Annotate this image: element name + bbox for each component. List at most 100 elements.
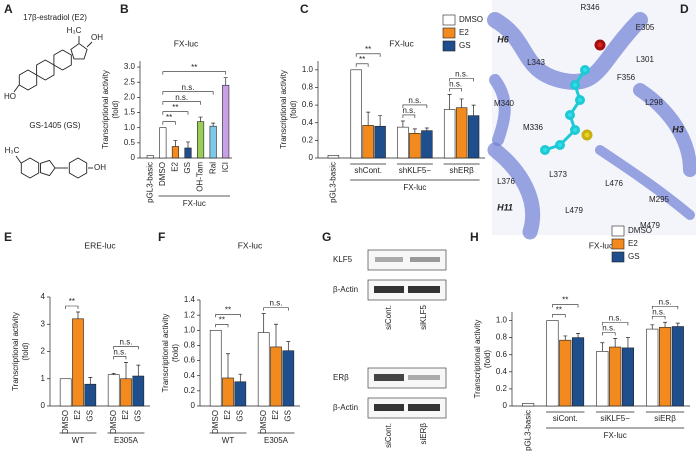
x-tick-label: pGL3-basic bbox=[145, 162, 154, 203]
y-axis-label: (fold) bbox=[289, 100, 298, 119]
error-bar bbox=[136, 364, 141, 377]
significance-label: n.s. bbox=[609, 314, 622, 323]
error-bar bbox=[613, 338, 618, 348]
error-bar bbox=[124, 362, 128, 379]
error-bar bbox=[471, 104, 476, 116]
significance-label: n.s. bbox=[449, 80, 462, 89]
legend-label: E2 bbox=[459, 28, 469, 37]
significance-label: n.s. bbox=[182, 83, 195, 92]
significance-bracket bbox=[449, 78, 474, 82]
significance-label: ** bbox=[359, 55, 365, 64]
error-bar bbox=[563, 335, 568, 341]
band-label: KLF5 bbox=[333, 255, 353, 264]
y-axis-label: (fold) bbox=[111, 100, 120, 119]
molecule-ring bbox=[40, 159, 56, 177]
x-tick-label: Ral bbox=[208, 162, 217, 174]
y-tick-label: 0 bbox=[503, 401, 508, 410]
panel-label: D bbox=[680, 2, 689, 16]
bar bbox=[107, 374, 120, 407]
residue-label: M479 bbox=[640, 221, 661, 230]
bar bbox=[59, 378, 72, 407]
significance-bracket bbox=[602, 332, 616, 336]
x-tick-label: GS bbox=[235, 410, 244, 422]
error-bar bbox=[274, 323, 278, 347]
chart-title: FX-luc bbox=[589, 240, 614, 250]
x-tick-label: E2 bbox=[171, 161, 180, 171]
bar bbox=[522, 403, 535, 407]
y-tick-label: 0.6 bbox=[496, 350, 508, 359]
y-tick-label: 0 bbox=[131, 153, 136, 162]
y-tick-label: 0.8 bbox=[496, 333, 508, 342]
residue-label: F356 bbox=[617, 73, 636, 82]
error-bar bbox=[447, 94, 452, 110]
y-axis-label: (fold) bbox=[171, 344, 180, 363]
legend-swatch bbox=[611, 225, 625, 237]
y-tick-label: 1.0 bbox=[184, 325, 196, 334]
error-bar bbox=[286, 341, 291, 351]
legend-label: DMSO bbox=[628, 226, 652, 235]
helix-label: H6 bbox=[497, 34, 509, 44]
y-axis-label: Transcriptional activity bbox=[279, 70, 288, 149]
legend-swatch bbox=[611, 238, 625, 250]
bar bbox=[171, 146, 179, 159]
y-tick-label: 4 bbox=[41, 292, 46, 301]
x-tick-label: siCont. bbox=[553, 414, 578, 423]
bar bbox=[609, 346, 622, 407]
group-label: FX-luc bbox=[604, 431, 627, 440]
error-bar bbox=[625, 337, 630, 348]
legend-label: E2 bbox=[628, 239, 638, 248]
error-bar bbox=[600, 342, 605, 352]
significance-label: n.s. bbox=[175, 93, 188, 102]
category-label: E305A bbox=[114, 436, 139, 445]
y-tick-label: 0.5 bbox=[124, 138, 136, 147]
molecule-ring bbox=[53, 49, 72, 71]
y-axis-label: Transcriptional activity bbox=[473, 320, 482, 399]
blot-bands bbox=[374, 257, 440, 411]
x-tick-label: GS bbox=[183, 162, 192, 174]
residue-label: L476 bbox=[605, 179, 623, 188]
y-tick-label: 3 bbox=[41, 319, 46, 328]
significance-bracket bbox=[552, 304, 579, 308]
significance-label: ** bbox=[219, 315, 225, 324]
bar bbox=[209, 329, 222, 407]
x-tick-label: GS bbox=[85, 410, 94, 422]
bond bbox=[15, 155, 22, 164]
molecule-name: GS-1405 (GS) bbox=[29, 121, 80, 130]
legend-label: DMSO bbox=[459, 15, 483, 24]
significance-bracket bbox=[651, 305, 679, 310]
significance-bracket bbox=[113, 356, 127, 360]
atom-label: OH bbox=[94, 163, 106, 172]
significance-bracket bbox=[215, 313, 241, 318]
bar bbox=[621, 347, 635, 407]
lane-label: siCont. bbox=[384, 305, 393, 330]
significance-bracket bbox=[355, 53, 381, 57]
y-tick-label: 1.2 bbox=[184, 310, 196, 319]
y-tick-label: 0.8 bbox=[302, 83, 314, 92]
helix-label: H3 bbox=[672, 124, 684, 134]
error-bar bbox=[226, 353, 230, 378]
bar bbox=[571, 337, 585, 407]
x-tick-label: pGL3-basic bbox=[523, 410, 532, 451]
significance-label: n.s. bbox=[270, 299, 283, 308]
significance-label: n.s. bbox=[455, 70, 468, 79]
y-tick-label: 1.0 bbox=[302, 65, 314, 74]
y-tick-label: 0 bbox=[191, 401, 196, 410]
bar bbox=[646, 328, 659, 407]
y-tick-label: 0.2 bbox=[496, 384, 508, 393]
panel-label: C bbox=[300, 2, 309, 16]
helix-label: H11 bbox=[497, 202, 513, 212]
y-tick-label: 0 bbox=[309, 153, 314, 162]
x-tick-label: DMSO bbox=[211, 410, 220, 434]
x-tick-label: DMSO bbox=[158, 162, 167, 186]
group-label: FX-luc bbox=[403, 183, 426, 192]
significance-bracket bbox=[449, 88, 462, 92]
residue-label: L301 bbox=[636, 55, 654, 64]
x-tick-label: shKLF5− bbox=[399, 166, 432, 175]
significance-bracket bbox=[162, 111, 189, 115]
y-axis-label: (fold) bbox=[21, 342, 30, 361]
residue-label: L343 bbox=[527, 58, 545, 67]
x-tick-label: siERβ bbox=[654, 414, 676, 423]
error-bar bbox=[238, 373, 243, 382]
molecule-ring bbox=[20, 157, 40, 179]
significance-bracket bbox=[162, 71, 227, 75]
